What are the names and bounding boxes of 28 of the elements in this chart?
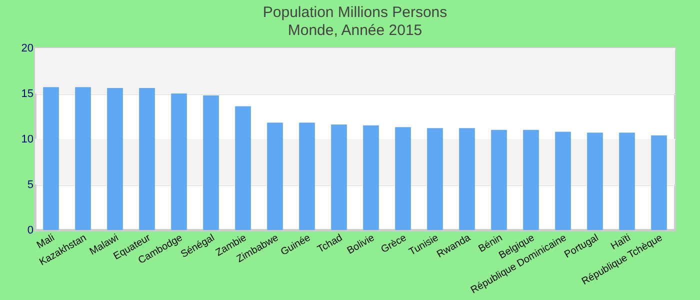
bar (491, 130, 507, 230)
bar (171, 94, 187, 230)
bar (555, 132, 571, 230)
y-tick-label: 5 (27, 179, 34, 191)
bar (75, 87, 91, 230)
y-tick-label: 10 (21, 134, 34, 146)
y-tick-label: 0 (27, 224, 34, 236)
y-tick-label: 20 (21, 42, 34, 54)
bar (395, 127, 411, 230)
bar (107, 88, 123, 230)
bar (267, 122, 283, 230)
bar (619, 132, 635, 230)
bar (523, 130, 539, 230)
bar (43, 87, 59, 230)
chart-title: Population Millions Persons (262, 4, 448, 21)
bar (299, 122, 315, 230)
y-tick-label: 15 (21, 88, 34, 100)
chart-subtitle: Monde, Année 2015 (288, 22, 422, 39)
bar (459, 128, 475, 230)
x-tick-label: Grèce (379, 232, 409, 256)
bar (587, 132, 603, 230)
bar (203, 95, 219, 230)
bar (331, 124, 347, 230)
bar (235, 106, 251, 230)
bar (651, 135, 667, 230)
bar (427, 128, 443, 230)
bar (139, 88, 155, 230)
bar (363, 125, 379, 230)
